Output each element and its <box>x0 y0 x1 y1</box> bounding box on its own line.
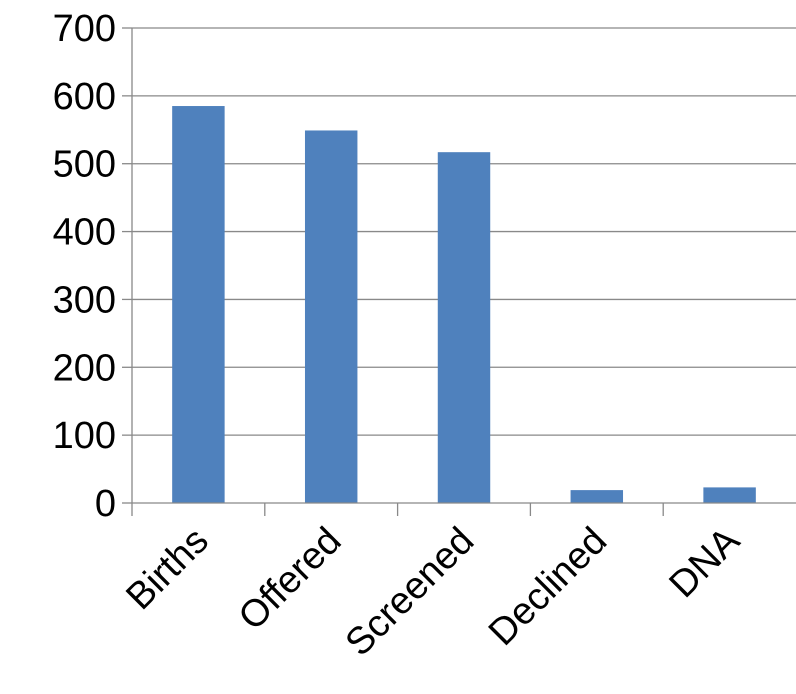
bar-screened <box>437 152 491 503</box>
axes <box>122 27 796 516</box>
y-tick-label: 300 <box>53 279 116 321</box>
tick-labels: 0 100 200 300 400 500 600 700 Births OfferedScree… <box>53 8 749 664</box>
y-tick-label: 600 <box>53 76 116 118</box>
y-tick-label: 700 <box>53 8 116 50</box>
bars <box>172 106 756 504</box>
x-tick-label-offered: Offered <box>231 520 350 639</box>
x-tick-label-screened: Screened <box>338 520 483 665</box>
bar-births <box>172 106 225 504</box>
bar-offered <box>304 130 358 503</box>
x-tick-label-births: Births <box>118 520 216 618</box>
bar-dna <box>703 487 756 503</box>
y-tick-label: 100 <box>53 415 116 457</box>
y-tick-label: 400 <box>53 212 116 254</box>
y-tick-label: 0 <box>95 483 116 525</box>
x-tick-label-declined: Declined <box>481 520 615 654</box>
y-tick-label: 500 <box>53 144 116 186</box>
bar-declined <box>570 490 624 503</box>
x-tick-label-dna: DNA <box>662 519 749 606</box>
y-tick-label: 200 <box>53 347 116 389</box>
